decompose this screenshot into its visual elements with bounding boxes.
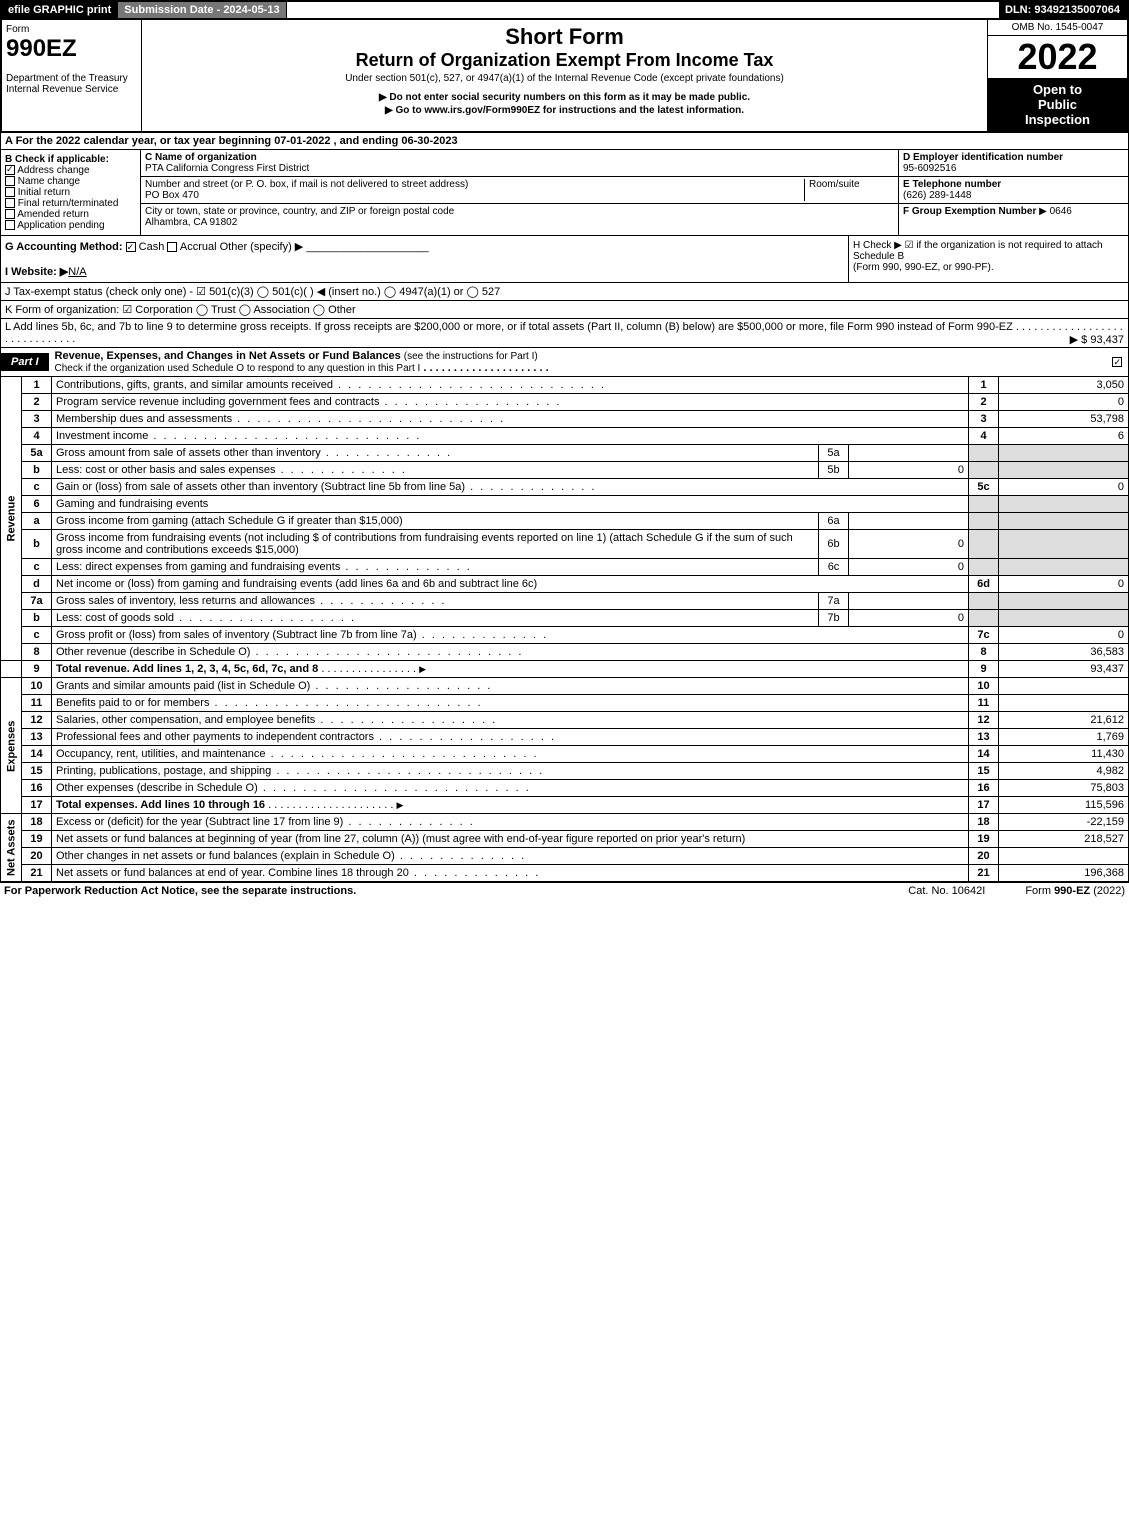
line-5c-value: 0 <box>999 479 1129 496</box>
irs-label: Internal Revenue Service <box>6 84 137 95</box>
line-7b-value: 0 <box>849 610 969 627</box>
line-6b-value: 0 <box>849 530 969 559</box>
top-bar: efile GRAPHIC print Submission Date - 20… <box>0 0 1129 20</box>
header-right: OMB No. 1545-0047 2022 Open to Public In… <box>987 20 1127 131</box>
part-i-checkbox[interactable] <box>1098 354 1128 370</box>
header-mid: Short Form Return of Organization Exempt… <box>142 20 987 131</box>
form-number: 990EZ <box>6 35 137 63</box>
section-c: C Name of organization PTA California Co… <box>141 150 898 235</box>
lines-table: Revenue 1 Contributions, gifts, grants, … <box>0 377 1129 882</box>
line-3-value: 53,798 <box>999 411 1129 428</box>
gross-receipts: ▶ $ 93,437 <box>1070 333 1124 346</box>
line-21-value: 196,368 <box>999 865 1129 882</box>
short-form-title: Short Form <box>146 24 983 50</box>
line-14-value: 11,430 <box>999 746 1129 763</box>
dln: DLN: 93492135007064 <box>999 2 1127 18</box>
line-20-value <box>999 848 1129 865</box>
section-h: H Check ▶ ☑ if the organization is not r… <box>848 236 1128 282</box>
form-label: Form <box>6 24 137 35</box>
street-address: PO Box 470 <box>145 190 199 201</box>
line-2-value: 0 <box>999 394 1129 411</box>
website: N/A <box>68 266 86 278</box>
line-6d-value: 0 <box>999 576 1129 593</box>
line-10-value <box>999 678 1129 695</box>
section-def: D Employer identification number 95-6092… <box>898 150 1128 235</box>
expenses-label: Expenses <box>1 678 22 814</box>
line-13-value: 1,769 <box>999 729 1129 746</box>
section-k: K Form of organization: ☑ Corporation ◯ … <box>0 301 1129 319</box>
section-gh: G Accounting Method: Cash Accrual Other … <box>0 236 1129 283</box>
line-17-value: 115,596 <box>999 797 1129 814</box>
line-8-value: 36,583 <box>999 644 1129 661</box>
section-g: G Accounting Method: Cash Accrual Other … <box>1 236 848 282</box>
tax-year: 2022 <box>988 36 1127 78</box>
section-j: J Tax-exempt status (check only one) - ☑… <box>0 283 1129 301</box>
checkbox-pending[interactable] <box>5 220 15 230</box>
submission-date: Submission Date - 2024-05-13 <box>118 2 286 18</box>
footer-formref: Form 990-EZ (2022) <box>1025 885 1125 897</box>
room-suite: Room/suite <box>804 179 894 201</box>
part-i-header: Part I Revenue, Expenses, and Changes in… <box>0 348 1129 377</box>
checkbox-accrual[interactable] <box>167 242 177 252</box>
goto-note: ▶ Go to www.irs.gov/Form990EZ for instru… <box>146 105 983 116</box>
checkbox-name-change[interactable] <box>5 176 15 186</box>
checkbox-final-return[interactable] <box>5 198 15 208</box>
footer-catno: Cat. No. 10642I <box>908 885 985 897</box>
line-1-desc: Contributions, gifts, grants, and simila… <box>52 377 969 394</box>
checkbox-cash[interactable] <box>126 242 136 252</box>
omb-number: OMB No. 1545-0047 <box>988 20 1127 36</box>
line-15-value: 4,982 <box>999 763 1129 780</box>
section-a: A For the 2022 calendar year, or tax yea… <box>0 133 1129 150</box>
city-state-zip: Alhambra, CA 91802 <box>145 217 237 228</box>
net-assets-label: Net Assets <box>1 814 22 882</box>
line-12-value: 21,612 <box>999 712 1129 729</box>
header-left: Form 990EZ Department of the Treasury In… <box>2 20 142 131</box>
line-1-value: 3,050 <box>999 377 1129 394</box>
part-i-title: Revenue, Expenses, and Changes in Net As… <box>49 348 1098 376</box>
dept-treasury: Department of the Treasury <box>6 73 137 84</box>
open-to-public: Open to Public Inspection <box>988 78 1127 131</box>
ein: 95-6092516 <box>903 163 956 174</box>
group-exemption: ▶ 0646 <box>1039 206 1072 217</box>
checkbox-address-change[interactable] <box>5 165 15 175</box>
section-l: L Add lines 5b, 6c, and 7b to line 9 to … <box>0 319 1129 348</box>
section-b: B Check if applicable: Address change Na… <box>1 150 141 235</box>
subtitle: Under section 501(c), 527, or 4947(a)(1)… <box>146 73 983 84</box>
org-name: PTA California Congress First District <box>145 163 309 174</box>
line-9-value: 93,437 <box>999 661 1129 678</box>
part-i-label: Part I <box>1 353 49 371</box>
line-18-value: -22,159 <box>999 814 1129 831</box>
line-4-value: 6 <box>999 428 1129 445</box>
form-header: Form 990EZ Department of the Treasury In… <box>0 20 1129 133</box>
efile-label[interactable]: efile GRAPHIC print <box>2 2 118 18</box>
telephone: (626) 289-1448 <box>903 190 971 201</box>
footer-left: For Paperwork Reduction Act Notice, see … <box>4 885 356 897</box>
info-block: B Check if applicable: Address change Na… <box>0 150 1129 236</box>
line-19-value: 218,527 <box>999 831 1129 848</box>
checkbox-initial-return[interactable] <box>5 187 15 197</box>
line-6c-value: 0 <box>849 559 969 576</box>
line-7c-value: 0 <box>999 627 1129 644</box>
return-title: Return of Organization Exempt From Incom… <box>146 50 983 71</box>
revenue-label: Revenue <box>1 377 22 661</box>
line-16-value: 75,803 <box>999 780 1129 797</box>
line-5b-value: 0 <box>849 462 969 479</box>
page-footer: For Paperwork Reduction Act Notice, see … <box>0 882 1129 899</box>
ssn-note: ▶ Do not enter social security numbers o… <box>146 92 983 103</box>
line-11-value <box>999 695 1129 712</box>
checkbox-amended[interactable] <box>5 209 15 219</box>
